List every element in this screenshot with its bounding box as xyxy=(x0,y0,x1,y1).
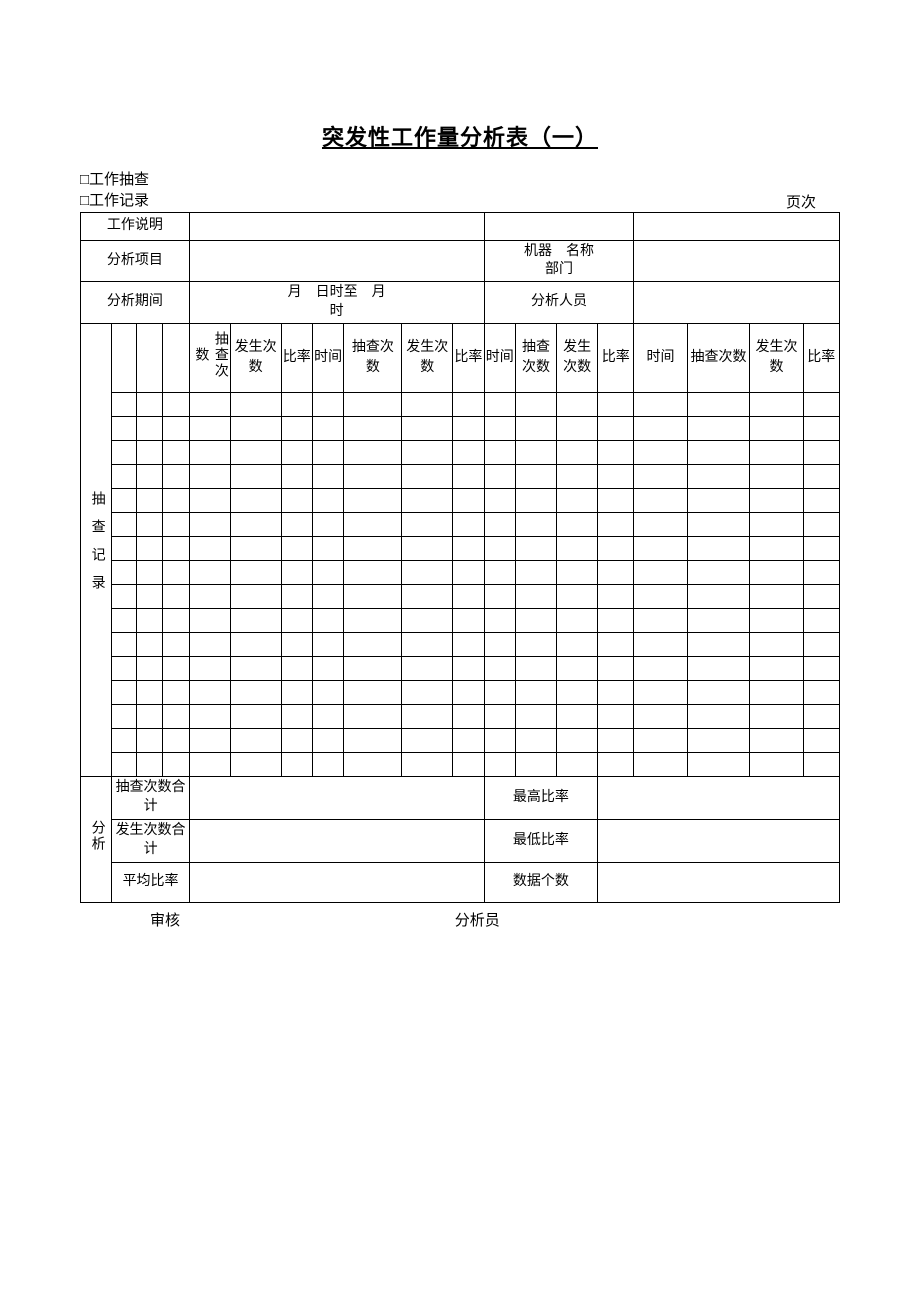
col-ratio-4: 比率 xyxy=(803,323,839,393)
label-analysis-item: 分析项目 xyxy=(81,241,190,282)
label-max-ratio: 最高比率 xyxy=(484,777,598,820)
data-row xyxy=(81,609,840,633)
period-line2: 时 xyxy=(191,303,483,321)
row-column-headers: 抽查记录 抽查次数 发生次数 比率 时间 抽查次数 发生次数 比率 时间 抽查次… xyxy=(81,323,840,393)
data-row xyxy=(81,441,840,465)
data-row xyxy=(81,465,840,489)
data-row xyxy=(81,393,840,417)
label-analyst-footer: 分析员 xyxy=(445,909,840,930)
main-table: 工作说明 分析项目 机器 名称 部门 分析期间 月 日时至 月 时 分析人员 抽… xyxy=(80,212,840,903)
checkbox-group: □工作抽查 □工作记录 xyxy=(80,170,149,212)
label-occur-total: 发生次数合计 xyxy=(112,820,189,863)
label-dept: 部门 xyxy=(486,261,633,279)
col-time-1: 时间 xyxy=(312,323,343,393)
value-analysis-item xyxy=(189,241,484,282)
value-analysis-period: 月 日时至 月 时 xyxy=(189,282,484,323)
above-table-bar: □工作抽查 □工作记录 页次 xyxy=(80,170,840,212)
data-row xyxy=(81,681,840,705)
value-machine-dept xyxy=(634,241,840,282)
col-sample-count-1: 抽查次数 xyxy=(189,323,230,393)
data-row xyxy=(81,753,840,777)
col-occur-count-3: 发生次数 xyxy=(557,323,598,393)
vertical-label-analysis: 分析 xyxy=(81,777,112,903)
footer-signatures: 审核 分析员 xyxy=(80,909,840,930)
col-sample-count-3: 抽查次数 xyxy=(515,323,556,393)
data-row xyxy=(81,489,840,513)
checkbox-work-sampling: □工作抽查 xyxy=(80,170,149,191)
row-sample-total: 分析 抽查次数合计 最高比率 xyxy=(81,777,840,820)
data-row xyxy=(81,513,840,537)
data-row xyxy=(81,729,840,753)
value-occur-total xyxy=(189,820,484,863)
row-analysis-period: 分析期间 月 日时至 月 时 分析人员 xyxy=(81,282,840,323)
value-work-desc-mid xyxy=(484,213,634,241)
col-ratio-1: 比率 xyxy=(281,323,312,393)
value-work-desc-right xyxy=(634,213,840,241)
row-occur-total: 发生次数合计 最低比率 xyxy=(81,820,840,863)
col-ratio-2: 比率 xyxy=(453,323,484,393)
col-blank-2 xyxy=(136,323,163,393)
value-min-ratio xyxy=(598,820,840,863)
col-time-3: 时间 xyxy=(634,323,687,393)
col-sample-count-4: 抽查次数 xyxy=(687,323,750,393)
data-row xyxy=(81,537,840,561)
row-analysis-item: 分析项目 机器 名称 部门 xyxy=(81,241,840,282)
row-avg-ratio: 平均比率 数据个数 xyxy=(81,862,840,902)
label-machine-name: 机器 名称 xyxy=(486,243,633,261)
data-row xyxy=(81,705,840,729)
label-min-ratio: 最低比率 xyxy=(484,820,598,863)
page-number-label: 页次 xyxy=(786,191,840,212)
label-analyst: 分析人员 xyxy=(484,282,634,323)
value-sample-total xyxy=(189,777,484,820)
data-row xyxy=(81,417,840,441)
col-occur-count-1: 发生次数 xyxy=(230,323,281,393)
value-work-desc-left xyxy=(189,213,484,241)
value-max-ratio xyxy=(598,777,840,820)
data-row xyxy=(81,561,840,585)
col-occur-count-4: 发生次数 xyxy=(750,323,803,393)
data-row xyxy=(81,633,840,657)
label-work-desc: 工作说明 xyxy=(81,213,190,241)
label-avg-ratio: 平均比率 xyxy=(112,862,189,902)
value-avg-ratio xyxy=(189,862,484,902)
data-row xyxy=(81,585,840,609)
row-work-desc: 工作说明 xyxy=(81,213,840,241)
data-row xyxy=(81,657,840,681)
label-sample-total: 抽查次数合计 xyxy=(112,777,189,820)
col-occur-count-2: 发生次数 xyxy=(402,323,453,393)
value-data-count xyxy=(598,862,840,902)
col-blank-3 xyxy=(163,323,190,393)
col-sample-count-2: 抽查次数 xyxy=(344,323,402,393)
label-analysis-period: 分析期间 xyxy=(81,282,190,323)
col-time-2: 时间 xyxy=(484,323,515,393)
col-blank-1 xyxy=(112,323,136,393)
period-line1: 月 日时至 月 xyxy=(191,284,483,302)
vertical-label-sampling-record: 抽查记录 xyxy=(81,323,112,777)
form-title: 突发性工作量分析表（一） xyxy=(80,120,840,152)
value-analyst xyxy=(634,282,840,323)
checkbox-work-record: □工作记录 xyxy=(80,191,149,212)
label-data-count: 数据个数 xyxy=(484,862,598,902)
label-reviewer: 审核 xyxy=(80,909,445,930)
label-machine-dept: 机器 名称 部门 xyxy=(484,241,634,282)
col-ratio-3: 比率 xyxy=(598,323,634,393)
